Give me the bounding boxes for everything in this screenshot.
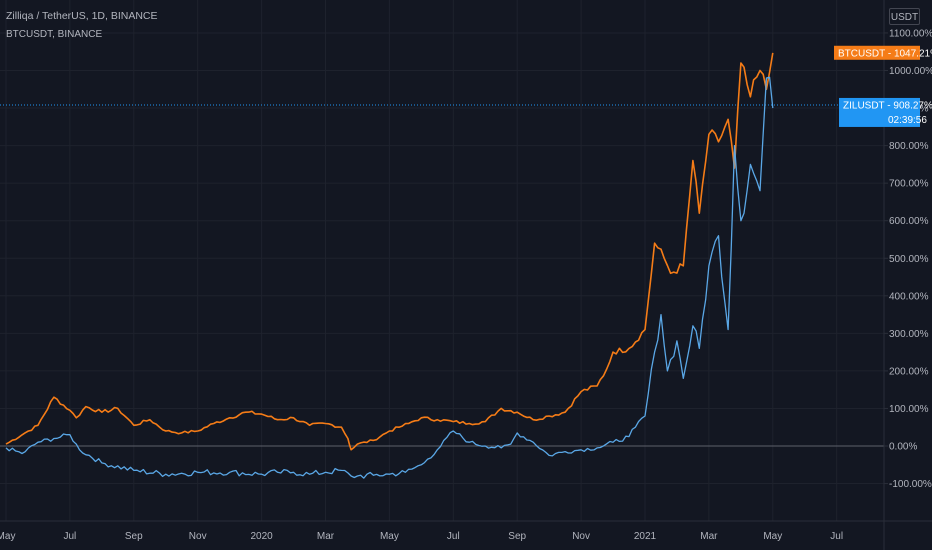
x-tick-label: Jul	[64, 531, 77, 542]
x-tick-label: Mar	[317, 531, 335, 542]
btc-badge-value: 1047.21%	[894, 48, 932, 59]
y-tick-label: 0.00%	[889, 442, 917, 453]
bar-countdown: 02:39:56	[888, 115, 927, 126]
compare-symbol[interactable]: BTCUSDT, BINANCE	[6, 29, 103, 40]
currency-unit-button[interactable]: USDT	[889, 8, 920, 25]
x-tick-label: May	[380, 531, 399, 542]
btc-badge-label: BTCUSDT	[838, 48, 885, 59]
x-tick-label: Sep	[508, 531, 526, 542]
x-tick-label: Jul	[830, 531, 843, 542]
y-tick-label: 400.00%	[889, 291, 929, 302]
zil-badge-text: ZILUSDT - 908.27%	[843, 100, 932, 111]
btc-badge-text: BTCUSDT - 1047.21%	[838, 48, 932, 59]
series-group	[5, 52, 774, 479]
y-tick-label: -100.00%	[889, 479, 932, 490]
btc-badge-sep: -	[888, 48, 894, 59]
zil-badge-value: 908.27%	[893, 100, 932, 111]
x-tick-label: May	[763, 531, 782, 542]
zil-badge-sep: -	[887, 100, 893, 111]
x-tick-label: Nov	[572, 531, 590, 542]
btc-price-badge: BTCUSDT - 1047.21%	[834, 45, 932, 60]
zil-badge-label: ZILUSDT	[843, 100, 885, 111]
y-tick-label: 1000.00%	[889, 66, 932, 77]
x-tick-label: Mar	[700, 531, 718, 542]
symbol-title[interactable]: Zilliqa / TetherUS, 1D, BINANCE	[6, 10, 158, 22]
x-tick-label: Nov	[189, 531, 207, 542]
y-tick-label: 1100.00%	[889, 28, 932, 39]
x-tick-label: 2021	[634, 531, 657, 542]
x-tick-label: May	[0, 531, 15, 542]
y-tick-label: 300.00%	[889, 329, 929, 340]
time-axis-labels: May Jul Sep Nov 2020 Mar May Jul Sep Nov 2021 Mar Ma…	[0, 531, 843, 542]
x-tick-label: 2020	[250, 531, 273, 542]
x-tick-label: Jul	[447, 531, 460, 542]
series-line-zilusdt	[5, 76, 774, 479]
series-line-btcusdt	[5, 52, 774, 451]
y-tick-label: 700.00%	[889, 179, 929, 190]
y-tick-label: 100.00%	[889, 404, 929, 415]
y-tick-label: 800.00%	[889, 141, 929, 152]
y-tick-label: 500.00%	[889, 254, 929, 265]
zil-price-badge: ZILUSDT - 908.27% 02:39:56	[839, 97, 932, 127]
x-tick-label: Sep	[125, 531, 143, 542]
y-tick-label: 600.00%	[889, 216, 929, 227]
y-tick-label: 200.00%	[889, 366, 929, 377]
price-axis-labels: 1100.00%1000.00%900.00%800.00%700.00%600…	[884, 28, 932, 490]
